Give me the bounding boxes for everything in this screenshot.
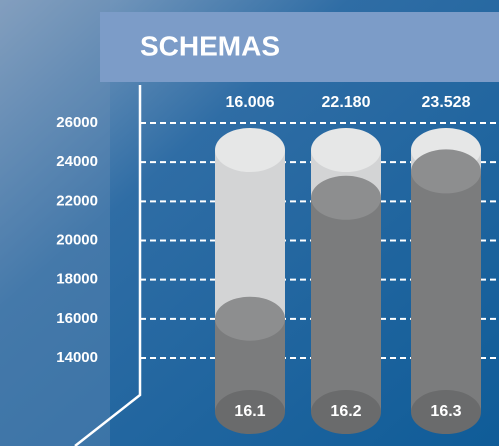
y-tick-label: 22000 bbox=[56, 192, 98, 209]
chart-title: SCHEMAS bbox=[140, 30, 280, 61]
bar-cap bbox=[411, 149, 481, 193]
y-tick-label: 16000 bbox=[56, 310, 98, 327]
bar-cap bbox=[311, 176, 381, 220]
x-tick-label: 16.2 bbox=[330, 403, 361, 420]
value-label: 22.180 bbox=[322, 94, 371, 111]
value-label: 23.528 bbox=[422, 94, 471, 111]
y-tick-label: 18000 bbox=[56, 271, 98, 288]
cylinder-top bbox=[311, 128, 381, 172]
y-tick-label: 26000 bbox=[56, 114, 98, 131]
x-tick-label: 16.3 bbox=[430, 403, 461, 420]
value-label: 16.006 bbox=[226, 94, 275, 111]
chart: SCHEMAS 14000 16000 18000 20000 22000 24000 26… bbox=[0, 0, 499, 446]
y-tick-label: 14000 bbox=[56, 349, 98, 366]
bar bbox=[311, 198, 381, 412]
x-tick-label: 16.1 bbox=[234, 403, 265, 420]
y-tick-label: 20000 bbox=[56, 231, 98, 248]
bar bbox=[411, 171, 481, 412]
left-panel bbox=[0, 0, 110, 446]
cylinder-top bbox=[215, 128, 285, 172]
y-tick-label: 24000 bbox=[56, 153, 98, 170]
bar-cap bbox=[215, 297, 285, 341]
